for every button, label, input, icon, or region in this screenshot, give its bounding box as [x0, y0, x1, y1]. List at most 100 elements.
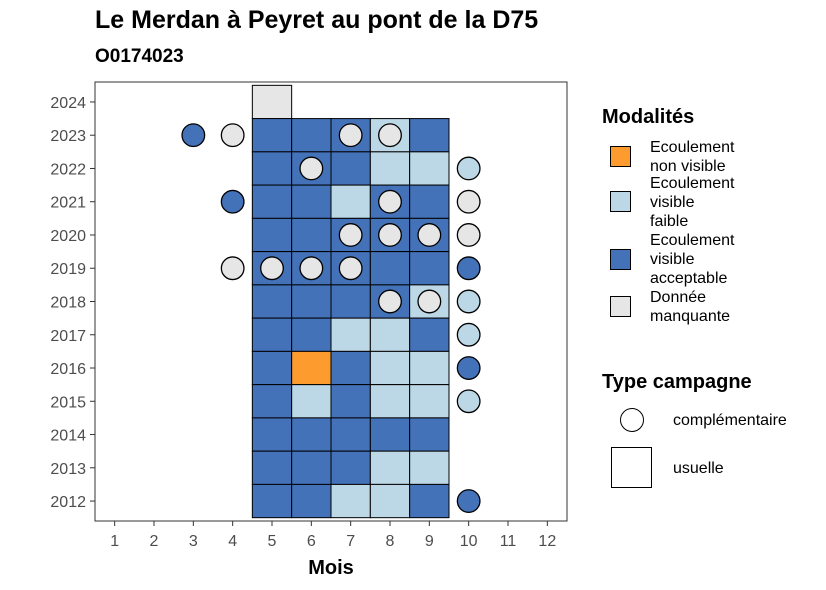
y-tick-label-2013: 2013: [50, 461, 86, 478]
x-tick-label-6: 6: [307, 533, 316, 550]
dot-2021-10: [456, 189, 481, 214]
complementaire-dots: [181, 123, 481, 513]
tile-2014-6: [291, 417, 332, 452]
legend-key-acceptable: [610, 249, 631, 270]
chart-subtitle: O0174023: [95, 46, 184, 67]
tile-2021-6: [291, 184, 332, 219]
y-tick-label-2016: 2016: [50, 361, 86, 378]
tile-2016-6: [291, 350, 332, 386]
legend-label-acceptable: Ecoulement visible acceptable: [650, 232, 735, 287]
tile-2017-6: [291, 317, 332, 352]
legend-modalites-title: Modalités: [602, 106, 695, 128]
tile-2015-7: [330, 384, 371, 419]
x-tick-label-7: 7: [346, 533, 355, 550]
y-tick-label-2014: 2014: [50, 428, 86, 445]
x-tick-label-9: 9: [425, 533, 434, 550]
y-tick-label-2022: 2022: [50, 161, 86, 178]
tile-2016-5: [251, 350, 293, 386]
dot-2020-8: [378, 223, 402, 247]
tile-2012-6: [291, 483, 332, 519]
tile-2012-9: [409, 483, 450, 519]
x-tick-label-10: 10: [460, 533, 478, 550]
tile-2021-7: [330, 184, 371, 219]
tile-2018-7: [330, 284, 371, 319]
tile-2014-7: [330, 417, 371, 452]
y-axis: 2012 2013 2014 2015 2016 2017 2018 2019 2020 2021…: [50, 95, 95, 511]
tile-2020-6: [291, 217, 332, 253]
tile-2019-8: [369, 251, 411, 286]
tile-2015-8: [369, 384, 411, 419]
y-tick-label-2024: 2024: [50, 95, 86, 112]
tile-2013-6: [291, 450, 332, 485]
y-tick-label-2023: 2023: [50, 128, 86, 145]
tile-2012-5: [251, 483, 293, 519]
tile-2023-9: [409, 118, 450, 153]
tile-2023-6: [291, 118, 332, 153]
dot-2020-9: [417, 223, 442, 247]
legend-label-manquante: Donnée manquante: [650, 289, 731, 325]
tile-2022-5: [251, 151, 293, 186]
legend-key-usuelle: [611, 447, 652, 488]
dot-2018-9: [417, 289, 442, 314]
tile-2015-5: [251, 384, 293, 419]
tile-2012-7: [330, 483, 371, 519]
tile-2013-9: [409, 450, 450, 485]
legend-key-manquante: [610, 296, 631, 317]
tile-2013-5: [251, 450, 293, 485]
dot-2018-8: [378, 289, 402, 314]
dot-2019-10: [456, 256, 481, 281]
legend-label-faible: Ecoulement visible faible: [650, 175, 735, 230]
y-tick-label-2017: 2017: [50, 328, 86, 345]
y-tick-label-2018: 2018: [50, 295, 86, 312]
tile-2017-8: [369, 317, 411, 352]
tile-2014-5: [251, 417, 293, 452]
x-tick-label-4: 4: [228, 533, 237, 550]
tile-2022-7: [330, 151, 371, 186]
tile-2016-8: [369, 350, 411, 386]
dot-2021-8: [378, 189, 402, 214]
dot-2023-3: [181, 123, 206, 148]
dot-2020-7: [338, 223, 363, 247]
tile-2016-9: [409, 350, 450, 386]
dot-2023-8: [378, 123, 402, 148]
dot-2022-10: [456, 156, 481, 181]
dot-2019-5: [260, 256, 284, 281]
legend-key-non-visible: [610, 146, 631, 167]
x-axis: 1 2 3 4 5 6 7 8 9 10 11 12: [110, 521, 556, 550]
tile-2014-9: [409, 417, 450, 452]
dot-2012-10: [456, 489, 481, 513]
dot-2023-7: [338, 123, 363, 148]
tile-2012-8: [369, 483, 411, 519]
dot-2020-10: [456, 223, 481, 247]
x-tick-label-5: 5: [268, 533, 277, 550]
dot-2015-10: [456, 389, 481, 414]
x-tick-label-3: 3: [189, 533, 198, 550]
x-axis-title: Mois: [308, 557, 354, 579]
tile-2017-7: [330, 317, 371, 352]
usuelle-tiles: [251, 84, 450, 519]
dot-2017-10: [456, 322, 481, 347]
legend-label-complementaire: complémentaire: [673, 412, 787, 429]
y-tick-label-2021: 2021: [50, 195, 86, 212]
tile-2015-9: [409, 384, 450, 419]
tile-2015-6: [291, 384, 332, 419]
y-tick-label-2019: 2019: [50, 261, 86, 278]
dot-2019-6: [299, 256, 324, 281]
dot-2016-10: [456, 356, 481, 380]
y-tick-label-2012: 2012: [50, 494, 86, 511]
tile-2019-9: [409, 251, 450, 286]
x-tick-label-2: 2: [150, 533, 159, 550]
dot-2019-7: [338, 256, 363, 281]
tile-2017-9: [409, 317, 450, 352]
tile-2013-8: [369, 450, 411, 485]
tile-2018-5: [251, 284, 293, 319]
dot-2022-6: [299, 156, 324, 181]
x-tick-label-8: 8: [386, 533, 395, 550]
tile-2014-8: [369, 417, 411, 452]
legend-campagne-title: Type campagne: [602, 371, 752, 393]
y-tick-label-2020: 2020: [50, 228, 86, 245]
legend-key-complementaire: [620, 408, 644, 432]
dot-2023-4: [220, 123, 245, 148]
tile-2017-5: [251, 317, 293, 352]
